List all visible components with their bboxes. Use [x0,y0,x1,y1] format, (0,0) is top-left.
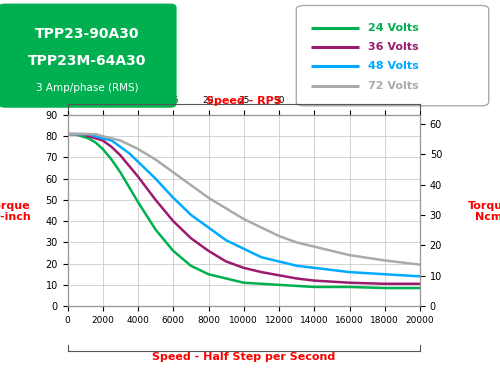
Text: Torque
oz-inch: Torque oz-inch [0,201,32,222]
Text: 48 Volts: 48 Volts [368,61,419,71]
Text: 72 Volts: 72 Volts [368,81,419,91]
FancyBboxPatch shape [0,4,176,108]
Text: TPP23M-64A30: TPP23M-64A30 [28,55,146,68]
Text: Torque
Ncm: Torque Ncm [468,201,500,222]
Text: Speed - Half Step per Second: Speed - Half Step per Second [152,352,335,362]
Text: 24 Volts: 24 Volts [368,23,419,33]
Text: 36 Volts: 36 Volts [368,42,419,52]
Text: TPP23-90A30: TPP23-90A30 [35,27,140,42]
Text: 3 Amp/phase (RMS): 3 Amp/phase (RMS) [36,83,139,93]
FancyBboxPatch shape [296,6,488,106]
Text: Speed - RPS: Speed - RPS [206,96,282,106]
